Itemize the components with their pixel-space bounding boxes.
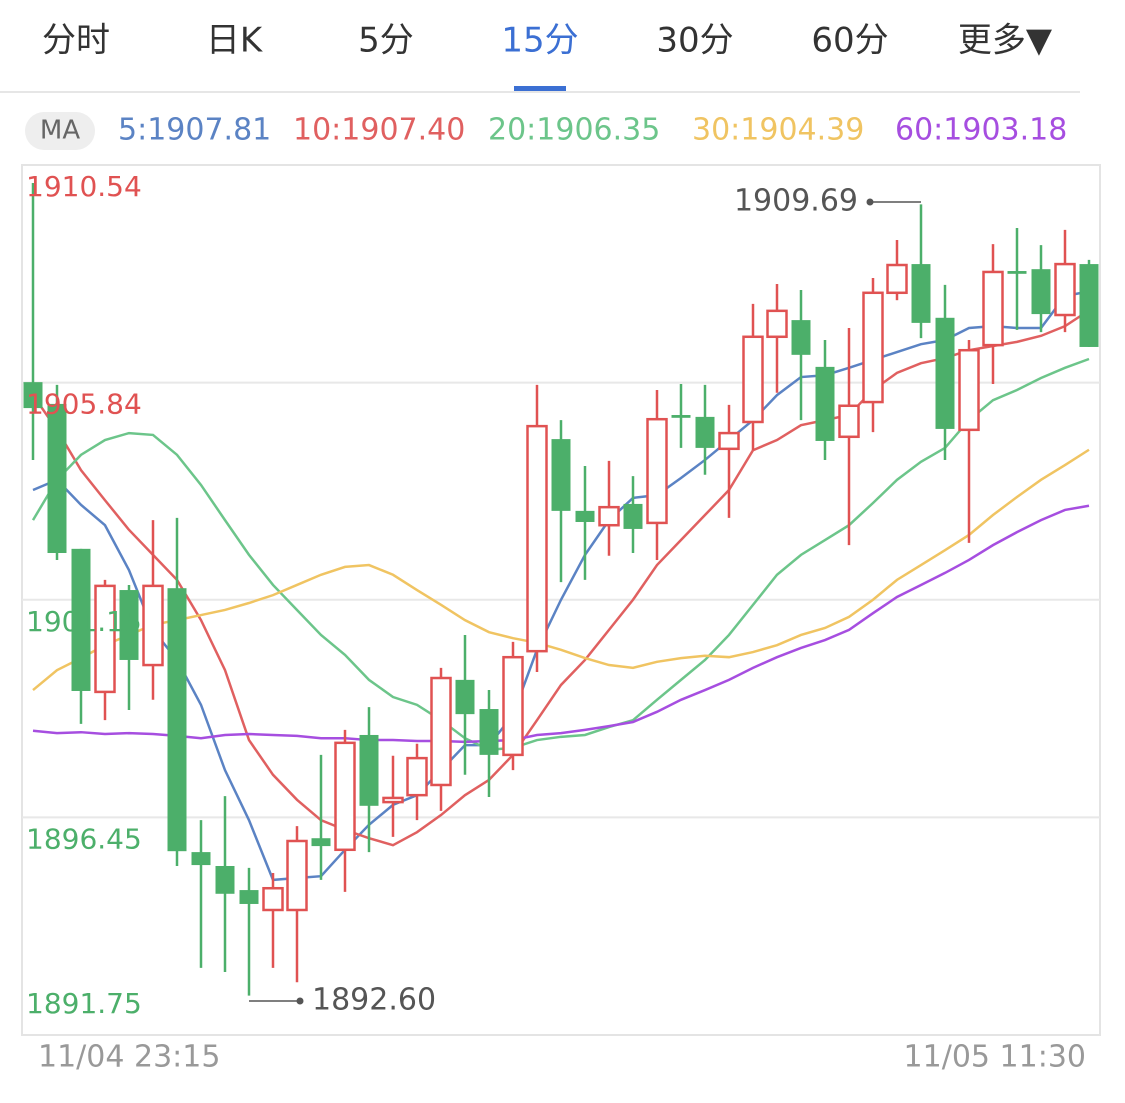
annotation: 1909.69 xyxy=(734,184,858,219)
candle-body xyxy=(406,756,428,797)
candle-body xyxy=(838,404,860,439)
candle-body xyxy=(886,263,908,295)
candle-body xyxy=(359,734,379,806)
candle-body xyxy=(911,264,931,323)
candle-body xyxy=(935,317,955,429)
candle-body xyxy=(526,424,548,653)
candle-body xyxy=(1031,269,1051,315)
legend-entry: 30:1904.39 xyxy=(692,113,864,148)
x-tick-label: 11/05 11:30 xyxy=(904,1040,1086,1075)
candle-body xyxy=(479,709,499,755)
y-tick-label: 1891.75 xyxy=(26,987,142,1020)
candle-body xyxy=(1007,271,1027,274)
y-tick-label: 1910.54 xyxy=(26,170,142,203)
tab-underline xyxy=(514,86,566,91)
candle-body xyxy=(94,584,116,694)
candle-body xyxy=(142,584,164,667)
candle-body xyxy=(262,886,284,912)
tab[interactable]: 分时 xyxy=(42,21,110,61)
candle-body xyxy=(982,270,1004,347)
ma-line xyxy=(32,290,1090,882)
x-tick-label: 11/04 23:15 xyxy=(38,1040,220,1075)
ma-badge xyxy=(25,112,95,150)
tab[interactable]: 5分 xyxy=(358,21,414,61)
candle-body xyxy=(430,676,452,787)
annotation-dot xyxy=(866,198,874,206)
legend-entry: 10:1907.40 xyxy=(293,113,465,148)
candle-body xyxy=(766,309,788,339)
candle-body xyxy=(815,366,835,441)
candle-body xyxy=(646,417,668,525)
candle-body xyxy=(551,439,571,511)
annotation: 1892.60 xyxy=(312,983,436,1018)
candle-body xyxy=(695,416,715,448)
candle-body xyxy=(1054,262,1076,317)
legend-entry: 60:1903.18 xyxy=(895,113,1067,148)
candle-body xyxy=(215,866,235,894)
tab[interactable]: 30分 xyxy=(656,21,733,61)
tab-divider xyxy=(0,91,1080,93)
candle-body xyxy=(286,839,308,912)
candle-body xyxy=(455,679,475,715)
tab[interactable]: 15分 xyxy=(501,21,578,61)
candle-body xyxy=(598,505,620,527)
y-tick-label: 1896.45 xyxy=(26,822,142,855)
candle-body xyxy=(958,348,980,432)
candle-body xyxy=(191,852,211,866)
candle-body xyxy=(671,415,691,418)
candle-body xyxy=(502,655,524,757)
candle-body xyxy=(311,838,331,847)
legend-entry: 5:1907.81 xyxy=(118,113,271,148)
tab[interactable]: 日K xyxy=(206,21,264,61)
candle-body xyxy=(791,320,811,355)
candle-body xyxy=(623,503,643,529)
ma-line xyxy=(32,448,1090,692)
candle-body xyxy=(23,382,43,409)
candle-body xyxy=(334,741,356,852)
candle-body xyxy=(167,588,187,852)
candle-body xyxy=(862,291,884,404)
candle-body xyxy=(382,796,404,804)
candle-body xyxy=(1079,264,1099,347)
candle-body xyxy=(119,590,139,660)
ma-line xyxy=(32,504,1090,744)
y-tick-label: 1901.15 xyxy=(26,605,142,638)
candle-body xyxy=(742,335,764,424)
y-tick-label: 1905.84 xyxy=(26,388,142,421)
legend-entry: 20:1906.35 xyxy=(488,113,660,148)
candle-body xyxy=(575,510,595,522)
annotation-dot xyxy=(296,997,304,1005)
ma-line xyxy=(31,309,1090,847)
candle-body xyxy=(239,890,259,904)
ma-line xyxy=(31,357,1090,752)
candle-body xyxy=(71,548,91,691)
tab[interactable]: 更多▼ xyxy=(958,21,1053,61)
candle-body xyxy=(718,431,740,451)
ma-label: MA xyxy=(40,116,80,146)
tab[interactable]: 60分 xyxy=(811,21,888,61)
candle-body xyxy=(47,403,67,554)
